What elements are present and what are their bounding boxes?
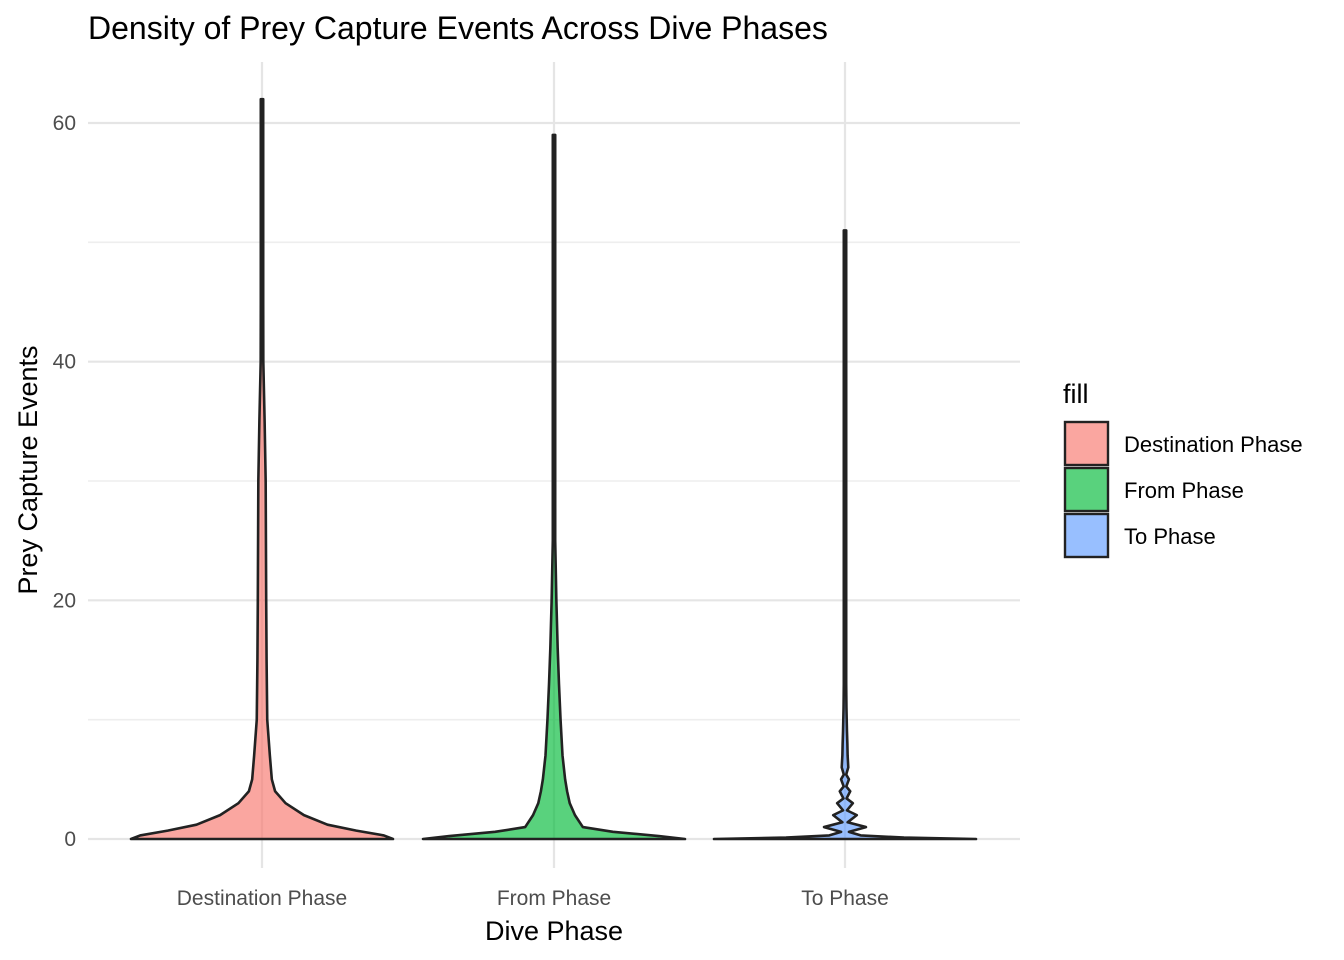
y-tick-label: 60	[53, 112, 76, 135]
legend: fill Destination Phase From Phase To Phase	[1063, 379, 1303, 559]
axes: 0 20 40 60 Destination Phase From Phase To Pha…	[53, 112, 889, 910]
y-tick-label: 40	[53, 351, 76, 374]
violin-from-phase	[421, 133, 687, 841]
legend-key-from-phase	[1063, 466, 1110, 513]
violin-to-phase	[712, 229, 978, 841]
legend-key-destination-phase	[1063, 420, 1110, 467]
y-tick-label: 20	[53, 589, 76, 612]
legend-title: fill	[1063, 379, 1089, 409]
y-tick-label: 0	[64, 828, 76, 851]
x-tick-label: Destination Phase	[177, 887, 347, 910]
violins	[129, 97, 978, 841]
x-tick-label: From Phase	[497, 887, 611, 910]
legend-label: To Phase	[1124, 524, 1216, 549]
chart-title: Density of Prey Capture Events Across Di…	[88, 10, 828, 46]
legend-label: From Phase	[1124, 478, 1244, 503]
y-axis-title: Prey Capture Events	[13, 345, 43, 594]
legend-label: Destination Phase	[1124, 432, 1303, 457]
x-axis-title: Dive Phase	[485, 916, 623, 946]
violin-destination-phase	[129, 97, 395, 841]
legend-key-to-phase	[1063, 512, 1110, 559]
x-tick-label: To Phase	[801, 887, 889, 910]
